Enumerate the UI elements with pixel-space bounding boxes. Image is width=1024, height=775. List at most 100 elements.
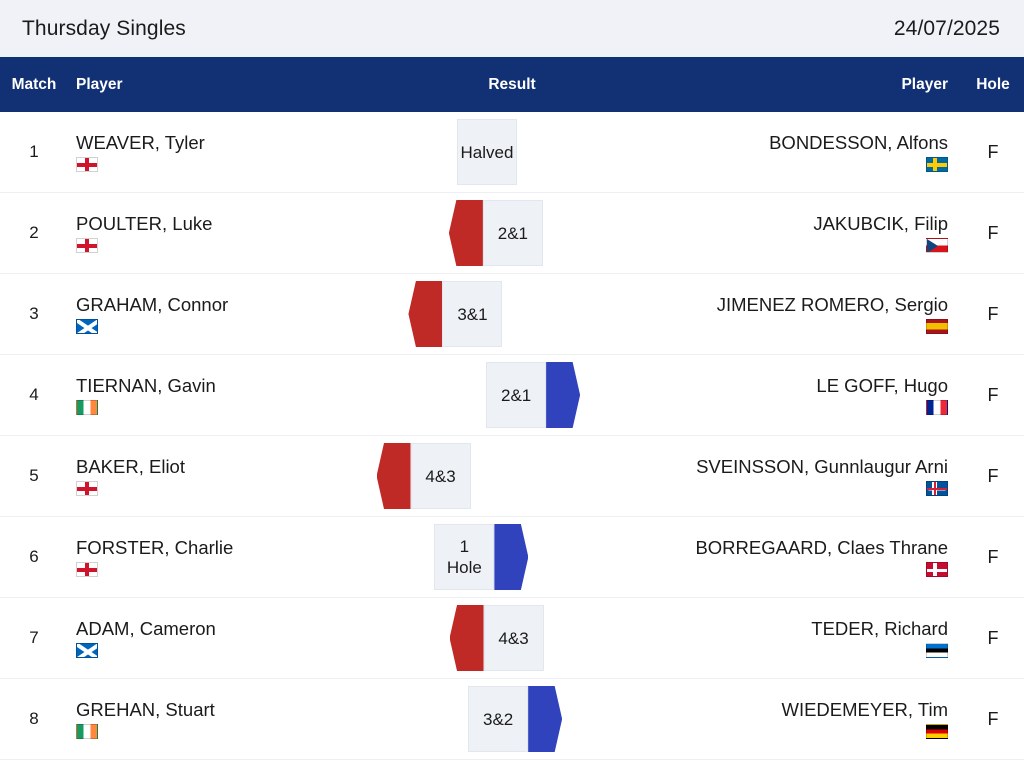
result-arrow-left-win: [449, 605, 484, 671]
flag-spain-icon: [926, 319, 949, 334]
result-line-1: 4&3: [425, 466, 456, 486]
result-cell: 2&1: [448, 193, 573, 273]
column-header-player-right: Player: [901, 75, 948, 93]
player-left-name: POULTER, Luke: [76, 213, 213, 234]
table-row[interactable]: 1 WEAVER, Tyler Halved BONDESSON, Alfons F: [0, 112, 1024, 193]
player-left-name: GREHAN, Stuart: [76, 699, 215, 720]
flag-czech-icon: [926, 238, 949, 253]
hole-status: F: [987, 303, 999, 324]
table-row[interactable]: 5 BAKER, Eliot 4&3 SVEINSSON, Gunnlaugur Ar…: [0, 436, 1024, 517]
column-header-result: Result: [488, 75, 536, 93]
flag-scotland-icon: [76, 319, 98, 334]
player-right-cell[interactable]: BORREGAARD, Claes Thrane: [524, 517, 962, 597]
player-right-cell[interactable]: SVEINSSON, Gunnlaugur Arni: [501, 436, 962, 516]
flag-iceland-icon: [926, 481, 948, 496]
result-cell: 4&3: [449, 598, 574, 678]
player-right-cell[interactable]: WIEDEMEYER, Tim: [558, 679, 962, 759]
player-left-name: FORSTER, Charlie: [76, 537, 234, 558]
hole-status: F: [987, 546, 999, 567]
result-score-box: 4&3: [410, 443, 471, 509]
player-left-cell[interactable]: FORSTER, Charlie: [68, 517, 404, 597]
flag-england-icon: [76, 157, 98, 172]
player-left-cell[interactable]: WEAVER, Tyler: [68, 112, 427, 192]
player-left-cell[interactable]: GREHAN, Stuart: [68, 679, 438, 759]
flag-denmark-icon: [926, 562, 949, 577]
result-cell: 1 Hole: [404, 517, 529, 597]
column-header-player-left: Player: [76, 75, 123, 93]
match-number: 6: [29, 547, 39, 566]
flag-france-icon: [926, 400, 949, 415]
result-score-box: 4&3: [483, 605, 544, 671]
player-right-name: BONDESSON, Alfons: [769, 132, 948, 153]
flag-england-icon: [76, 562, 98, 577]
player-right-cell[interactable]: JAKUBCIK, Filip: [573, 193, 962, 273]
hole-status: F: [987, 141, 999, 162]
player-right-name: JIMENEZ ROMERO, Sergio: [716, 294, 949, 315]
result-cell: 2&1: [456, 355, 581, 435]
result-line-1: 3&2: [483, 709, 514, 729]
table-row[interactable]: 2 POULTER, Luke 2&1 JAKUBCIK, Filip F: [0, 193, 1024, 274]
player-right-name: JAKUBCIK, Filip: [813, 213, 949, 234]
table-row[interactable]: 3 GRAHAM, Connor 3&1 JIMENEZ ROMERO, Sergio…: [0, 274, 1024, 355]
player-left-name: ADAM, Cameron: [76, 618, 216, 639]
player-right-name: BORREGAARD, Claes Thrane: [695, 537, 949, 558]
result-score-box: 1 Hole: [434, 524, 495, 590]
player-left-cell[interactable]: ADAM, Cameron: [68, 598, 454, 678]
table-row[interactable]: 8 GREHAN, Stuart 3&2 WIEDEMEYER, Tim F: [0, 679, 1024, 760]
result-arrow-left-win: [376, 443, 411, 509]
hole-status: F: [987, 627, 999, 648]
flag-sweden-icon: [926, 157, 948, 172]
player-right-name: LE GOFF, Hugo: [816, 375, 949, 396]
result-line-1: 2&1: [500, 385, 532, 405]
column-header-match: Match: [11, 75, 57, 93]
match-number: 3: [29, 304, 39, 323]
match-number: 1: [29, 142, 39, 161]
player-left-cell[interactable]: TIERNAN, Gavin: [68, 355, 456, 435]
player-right-name: TEDER, Richard: [811, 618, 948, 639]
table-column-header: Match Player Result Player Hole: [0, 57, 1024, 112]
result-arrow-right-win: [528, 686, 563, 752]
flag-england-icon: [76, 238, 98, 253]
result-cell: 3&1: [408, 274, 532, 354]
result-line-1: Halved: [460, 142, 514, 162]
result-line-1: 2&1: [497, 223, 528, 243]
player-left-cell[interactable]: BAKER, Eliot: [68, 436, 381, 516]
result-arrow-right-win: [494, 524, 529, 590]
result-score-box: 3&1: [442, 281, 503, 347]
hole-status: F: [987, 708, 999, 729]
player-right-cell[interactable]: BONDESSON, Alfons: [547, 112, 962, 192]
player-right-cell[interactable]: JIMENEZ ROMERO, Sergio: [532, 274, 962, 354]
result-cell: 4&3: [376, 436, 501, 516]
match-list: 1 WEAVER, Tyler Halved BONDESSON, Alfons F 2 P…: [0, 112, 1024, 760]
player-left-name: BAKER, Eliot: [76, 456, 185, 477]
table-row[interactable]: 6 FORSTER, Charlie 1 Hole BORREGAARD, Claes …: [0, 517, 1024, 598]
result-score-box: 3&2: [468, 686, 529, 752]
result-cell: Halved: [427, 112, 547, 192]
table-row[interactable]: 4 TIERNAN, Gavin 2&1 LE GOFF, Hugo F: [0, 355, 1024, 436]
hole-status: F: [987, 384, 999, 405]
flag-scotland-icon: [76, 643, 98, 658]
player-right-cell[interactable]: LE GOFF, Hugo: [576, 355, 962, 435]
result-score-box: 2&1: [486, 362, 547, 428]
player-left-cell[interactable]: GRAHAM, Connor: [68, 274, 412, 354]
flag-ireland-icon: [76, 400, 98, 415]
player-right-cell[interactable]: TEDER, Richard: [574, 598, 962, 678]
match-number: 5: [29, 466, 39, 485]
table-row[interactable]: 7 ADAM, Cameron 4&3 TEDER, Richard F: [0, 598, 1024, 679]
title-bar: Thursday Singles 24/07/2025: [0, 0, 1024, 57]
hole-status: F: [987, 465, 999, 486]
hole-status: F: [987, 222, 999, 243]
match-number: 4: [29, 385, 39, 404]
player-left-name: WEAVER, Tyler: [76, 132, 205, 153]
flag-germany-icon: [926, 724, 948, 739]
result-arrow-left-win: [448, 200, 483, 266]
player-left-cell[interactable]: POULTER, Luke: [68, 193, 453, 273]
flag-ireland-icon: [76, 724, 98, 739]
match-number: 8: [29, 709, 39, 728]
flag-england-icon: [76, 481, 98, 496]
match-number: 2: [29, 223, 39, 242]
match-date: 24/07/2025: [893, 16, 1000, 40]
result-arrow-right-win: [546, 362, 581, 428]
result-line-2: Hole: [446, 558, 482, 577]
